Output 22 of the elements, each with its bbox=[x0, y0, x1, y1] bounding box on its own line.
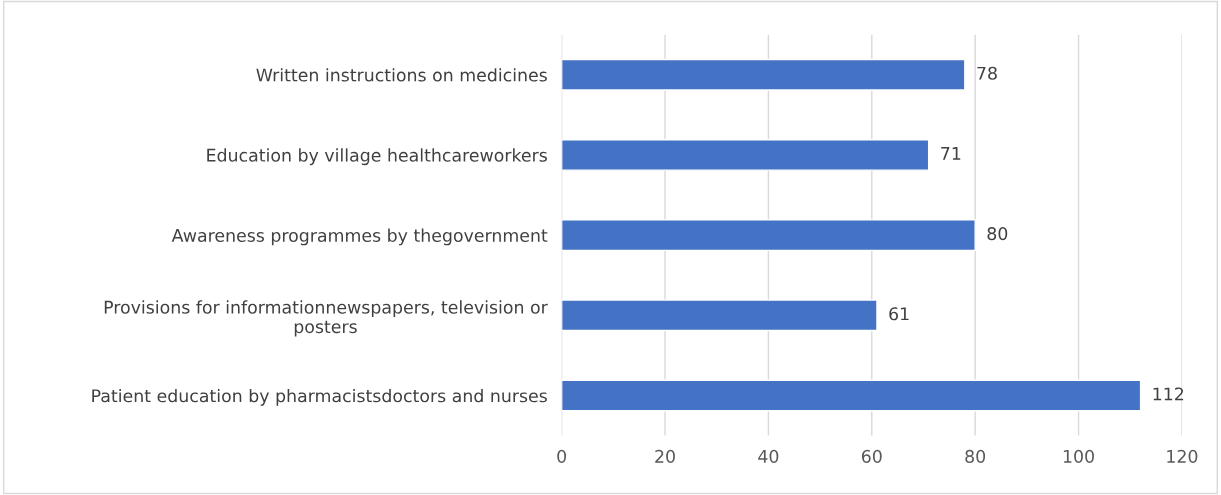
x-tick-label: 100 bbox=[1063, 449, 1094, 463]
y-tick-label: Awareness programmes by thegovernment bbox=[171, 228, 548, 246]
data-label: 112 bbox=[1153, 387, 1184, 401]
data-label: 80 bbox=[987, 227, 1008, 241]
data-label: 71 bbox=[941, 147, 961, 160]
x-tick-label: 120 bbox=[1167, 449, 1198, 463]
bar bbox=[561, 139, 930, 171]
y-tick-label: Patient education by pharmacistsdoctors and nurses bbox=[92, 388, 547, 406]
bar bbox=[561, 299, 878, 332]
x-tick-label: 80 bbox=[965, 449, 986, 463]
x-tick-label: 60 bbox=[861, 449, 882, 463]
y-tick-label: Education by village healthcareworkers bbox=[207, 148, 547, 166]
bar bbox=[561, 58, 966, 91]
data-label: 78 bbox=[977, 66, 997, 80]
x-tick-label: 0 bbox=[557, 449, 567, 463]
bar bbox=[561, 219, 976, 252]
x-tick-label: 20 bbox=[655, 449, 675, 463]
x-tick-label: 40 bbox=[758, 449, 779, 463]
y-tick-label: Provisions for informationnewspapers, television or posters bbox=[104, 300, 548, 337]
y-tick-label: Written instructions on medicines bbox=[256, 68, 547, 82]
bar bbox=[561, 379, 1142, 412]
data-label: 61 bbox=[889, 307, 909, 321]
